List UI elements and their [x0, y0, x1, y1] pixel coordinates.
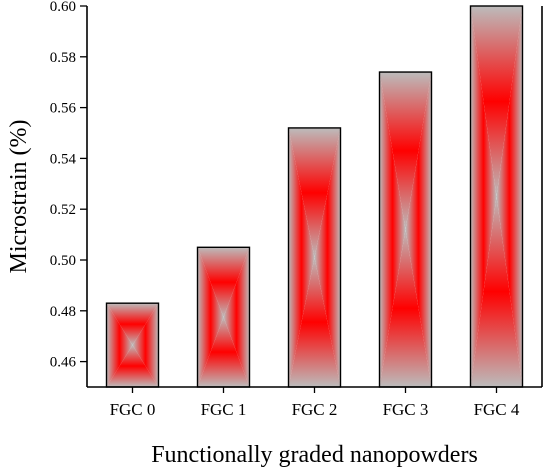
- x-tick-label: FGC 1: [201, 400, 247, 419]
- bar-fgc-3: [378, 71, 433, 388]
- bar-fgc-0: [105, 302, 160, 388]
- y-tick-label: 0.54: [50, 151, 77, 167]
- bar-fill-top: [379, 72, 432, 230]
- y-tick-label: 0.52: [50, 202, 76, 218]
- bar-fill-right: [405, 72, 432, 387]
- bar-fill-right: [132, 303, 159, 387]
- bar-fill-left: [379, 72, 406, 387]
- y-tick-label: 0.60: [50, 0, 76, 15]
- bar-fill-bottom: [470, 196, 523, 387]
- y-tick-label: 0.58: [50, 50, 76, 66]
- bars-group: [105, 5, 524, 388]
- x-axis-title: Functionally graded nanopowders: [151, 442, 478, 468]
- x-tick-label: FGC 3: [383, 400, 429, 419]
- bar-fill-right: [314, 127, 341, 388]
- y-ticks-group: 0.46 0.48 0.50 0.52 0.54 0.56 0.58 0.60: [50, 0, 87, 371]
- bar-fill-bottom: [288, 257, 341, 387]
- bar-fill-top: [197, 247, 250, 318]
- x-tick-label: FGC 2: [292, 400, 338, 419]
- y-tick-label: 0.50: [50, 253, 76, 269]
- bar-fill-bottom: [106, 345, 159, 387]
- bar-fill-left: [288, 127, 315, 388]
- bar-fgc-2: [287, 127, 342, 388]
- bar-fill-right: [496, 6, 523, 387]
- bar-fill-top: [288, 127, 341, 258]
- bar-fill-left: [197, 247, 224, 387]
- bar-fill-left: [470, 6, 497, 387]
- bar-fgc-1: [196, 246, 251, 388]
- x-tick-label: FGC 4: [474, 400, 520, 419]
- y-tick-label: 0.48: [50, 304, 76, 320]
- y-axis-title: Microstrain (%): [6, 120, 32, 274]
- bar-fill-bottom: [197, 317, 250, 387]
- y-tick-label: 0.46: [50, 355, 77, 371]
- x-ticks-group: FGC 0 FGC 1 FGC 2 FGC 3 FGC 4: [110, 387, 520, 419]
- bar-fill-top: [470, 6, 523, 197]
- x-tick-label: FGC 0: [110, 400, 156, 419]
- bar-fgc-4: [469, 5, 524, 388]
- bar-fill-bottom: [379, 229, 432, 387]
- y-tick-label: 0.56: [50, 101, 77, 117]
- bar-fill-right: [223, 247, 250, 387]
- bar-fill-top: [106, 303, 159, 346]
- bar-fill-left: [106, 303, 133, 387]
